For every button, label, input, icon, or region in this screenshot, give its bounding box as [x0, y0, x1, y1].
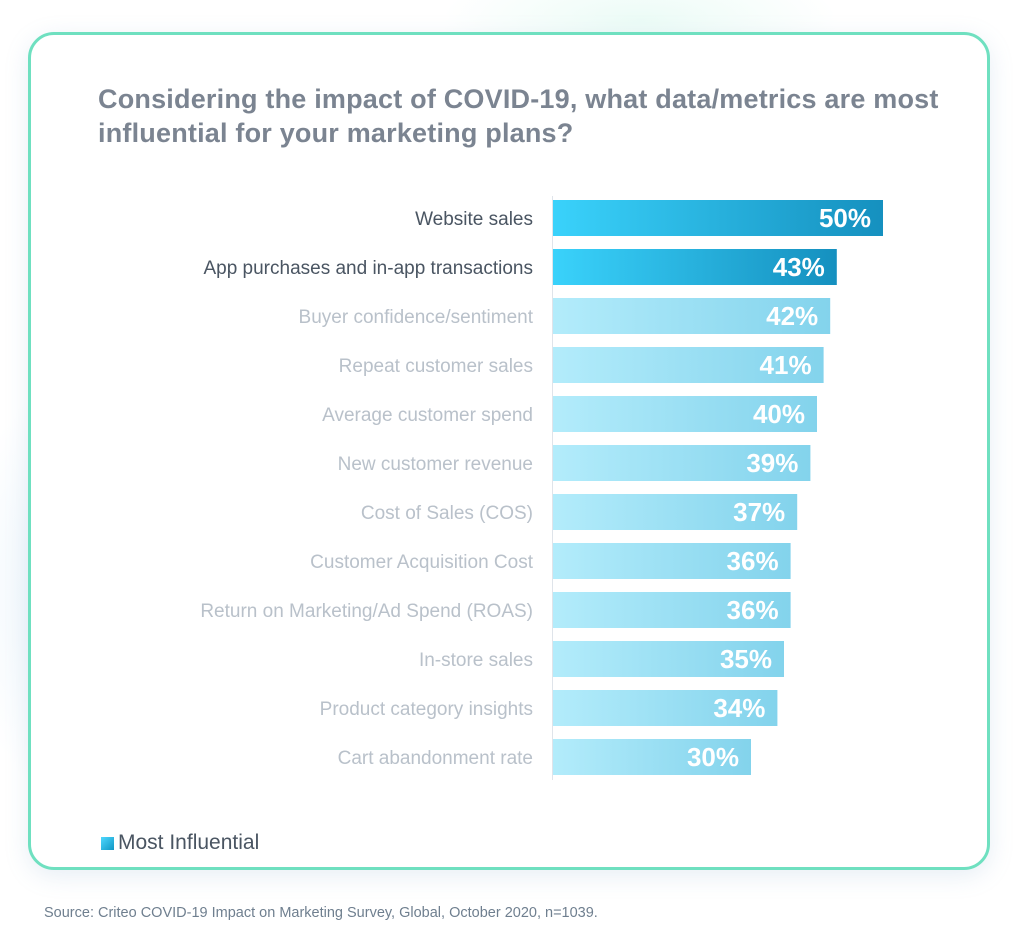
- legend-swatch: [101, 836, 114, 850]
- value-label: 40%: [753, 399, 805, 429]
- legend-label: Most Influential: [118, 831, 260, 854]
- bar: [553, 690, 778, 726]
- value-label: 34%: [713, 693, 765, 723]
- value-label: 50%: [819, 203, 871, 233]
- value-label: 42%: [766, 301, 818, 331]
- category-axis-line: [552, 196, 553, 780]
- category-label: Website sales: [415, 209, 533, 230]
- legend: Most Influential: [101, 831, 260, 854]
- category-label: Product category insights: [320, 699, 533, 720]
- category-label: Buyer confidence/sentiment: [299, 307, 534, 328]
- bar: [553, 543, 791, 579]
- bar-group: App purchases and in-app transactions 43%: [203, 249, 837, 285]
- category-label: In-store sales: [419, 650, 533, 671]
- source-note: Source: Criteo COVID-19 Impact on Market…: [44, 905, 598, 921]
- value-label: 36%: [727, 595, 779, 625]
- bar: [553, 396, 817, 432]
- bar-group: Cart abandonment rate 30%: [338, 739, 751, 775]
- bar-group: Customer Acquisition Cost 36%: [310, 543, 791, 579]
- category-label: Cart abandonment rate: [338, 748, 533, 769]
- category-label: New customer revenue: [338, 454, 533, 475]
- value-label: 30%: [687, 742, 739, 772]
- value-label: 43%: [773, 252, 825, 282]
- chart-card: [28, 32, 990, 870]
- value-label: 37%: [733, 497, 785, 527]
- chart-title: Considering the impact of COVID-19, what…: [98, 84, 939, 148]
- category-label: Return on Marketing/Ad Spend (ROAS): [200, 601, 533, 622]
- bar: [553, 592, 791, 628]
- category-label: Repeat customer sales: [339, 356, 533, 377]
- bar-group: Repeat customer sales 41%: [339, 347, 824, 383]
- bar: [553, 494, 798, 530]
- bar: [553, 641, 784, 677]
- bar: [553, 249, 837, 285]
- bar-group: In-store sales 35%: [419, 641, 784, 677]
- bar-group: Average customer spend 40%: [322, 396, 817, 432]
- bar: [553, 445, 811, 481]
- value-label: 35%: [720, 644, 772, 674]
- bar: [553, 739, 751, 775]
- bar-group: New customer revenue 39%: [338, 445, 811, 481]
- bar-group: Buyer confidence/sentiment 42%: [299, 298, 831, 334]
- bar-group: Cost of Sales (COS) 37%: [361, 494, 798, 530]
- bar: [553, 298, 831, 334]
- value-label: 39%: [746, 448, 798, 478]
- bar-group: Product category insights 34%: [320, 690, 778, 726]
- category-label: Average customer spend: [322, 405, 533, 426]
- bar: [553, 347, 824, 383]
- category-label: Customer Acquisition Cost: [310, 552, 534, 573]
- bar-group: Website sales 50%: [415, 200, 883, 236]
- bar-group: Return on Marketing/Ad Spend (ROAS) 36%: [200, 592, 791, 628]
- category-label: App purchases and in-app transactions: [203, 258, 533, 279]
- value-label: 36%: [727, 546, 779, 576]
- bar: [553, 200, 883, 236]
- category-label: Cost of Sales (COS): [361, 503, 533, 524]
- value-label: 41%: [760, 350, 812, 380]
